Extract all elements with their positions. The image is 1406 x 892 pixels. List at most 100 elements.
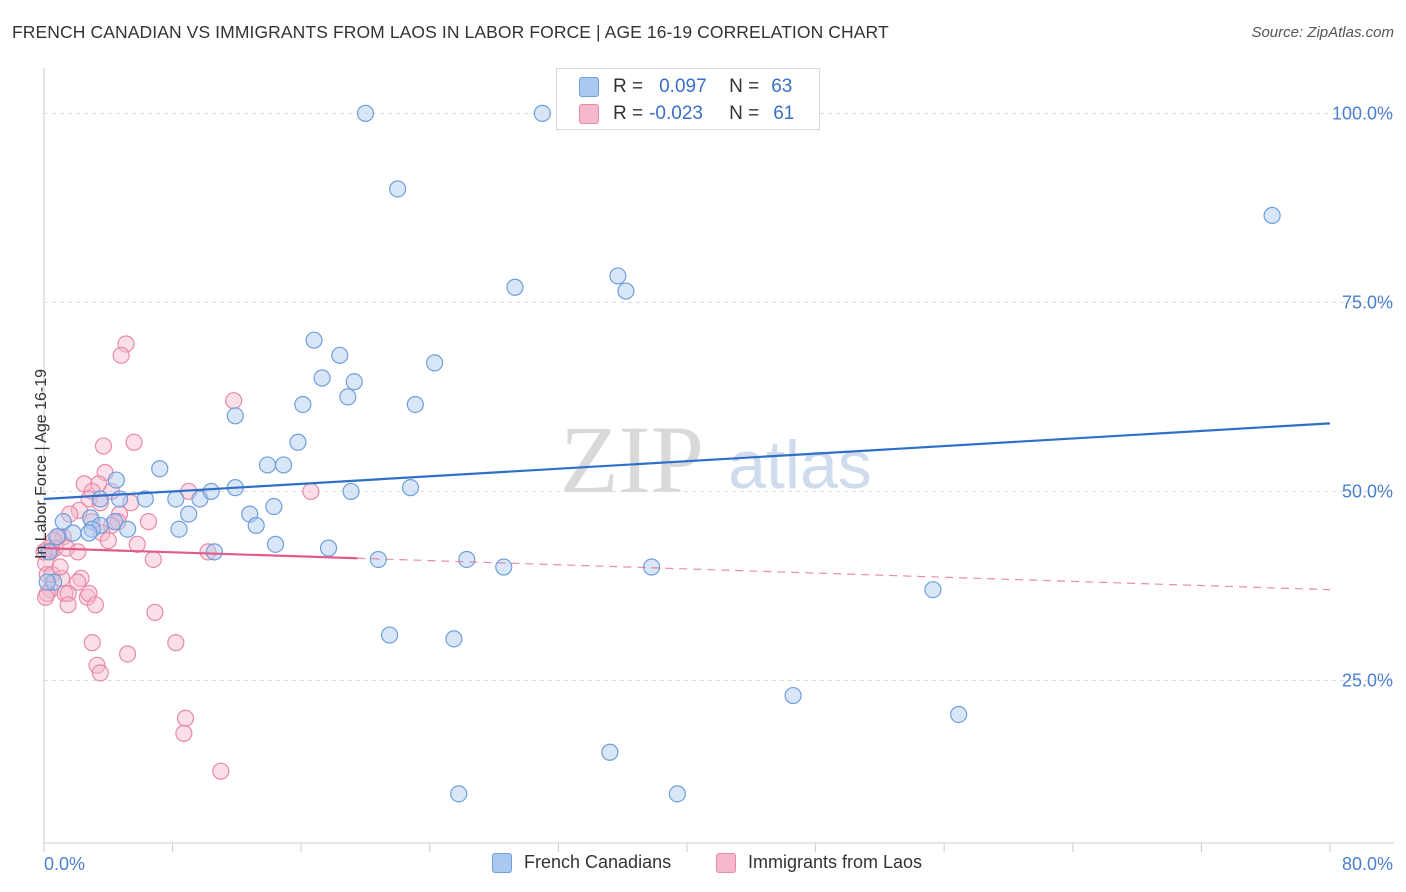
y-tick-label: 100.0% [1332,103,1393,123]
axes [43,68,1394,852]
chart-title: FRENCH CANADIAN VS IMMIGRANTS FROM LAOS … [12,22,889,42]
legend-n-label: N = [729,76,760,97]
data-point [265,497,283,516]
series-legend-label: French Canadians [524,852,672,872]
legend-r-label: R = [613,103,644,124]
legend-n-value: 63 [771,76,793,97]
data-point [170,520,188,538]
data-point [51,558,69,576]
data-point [950,705,968,724]
data-point [445,630,463,648]
data-point [94,437,113,455]
data-point [91,490,109,508]
grid [44,112,1394,681]
data-point [401,479,420,497]
trend-line-solid [43,547,358,560]
series-legend-french-canadians[interactable]: French Canadians [492,852,671,873]
data-point [331,346,349,364]
data-point [450,785,468,803]
trend-lines [43,422,1331,591]
data-point [345,373,363,391]
data-point [406,395,424,414]
legend-n-value: 61 [773,103,795,124]
data-point [136,490,154,508]
data-point [381,626,399,644]
data-point [175,724,193,742]
data-point [668,785,686,803]
data-point [339,388,357,406]
data-point [356,104,375,122]
data-point [125,433,143,451]
data-point [118,645,137,663]
data-point [91,664,109,682]
data-point [69,573,87,591]
watermark-zip: ZIP [560,406,704,513]
data-point [609,267,627,285]
data-point [83,634,101,652]
series-legend: French Canadians Immigrants from Laos [0,852,1406,876]
data-point [226,407,244,425]
trend-line-solid [43,422,1331,501]
data-point [294,395,312,414]
data-point [48,528,66,546]
data-point [128,535,146,553]
source-label: Source: ZipAtlas.com [1251,24,1394,41]
data-point [139,513,158,531]
y-axis-label: In Labor Force | Age 16-19 [33,368,50,560]
data-point [86,596,105,614]
data-point [117,335,135,353]
data-point [54,513,72,531]
data-point [389,180,407,198]
legend-n-label: N = [729,103,760,124]
legend-row-laos: R = -0.023 N = 61 [579,102,794,126]
watermark: ZIP atlas [560,406,872,513]
legend-r-label: R = [613,76,644,97]
y-tick-label: 75.0% [1342,292,1393,312]
x-tick-label: 0.0% [44,854,85,874]
legend-swatch-blue [492,852,512,873]
legend-row-french-canadians: R = 0.097 N = 63 [579,75,792,99]
data-point [37,588,55,606]
data-point [45,573,63,591]
data-point [99,531,117,550]
data-point [176,709,195,727]
data-point [313,369,331,387]
legend-swatch-pink [579,104,599,124]
data-point [305,331,323,349]
data-point [924,581,942,599]
legend-r-value: 0.097 [659,76,707,97]
series-legend-label: Immigrants from Laos [748,852,923,872]
data-point [289,433,307,451]
legend-swatch-blue [579,77,599,97]
data-point [458,550,476,569]
data-point [319,539,338,557]
data-point [205,543,223,561]
data-point [167,490,185,508]
data-point [146,603,164,621]
data-point [167,634,185,652]
legend-r-value: -0.023 [649,103,703,124]
data-point [69,543,87,561]
data-point [112,346,130,364]
data-point [426,354,444,372]
data-point [80,524,98,542]
y-tick-label: 50.0% [1342,481,1393,501]
series-laos-points [35,335,320,780]
data-point [151,460,169,478]
data-point [38,573,56,591]
data-point [302,482,320,501]
tick-labels: 25.0% 50.0% 75.0% 100.0% 0.0% 80.0% [44,103,1393,874]
data-point [643,558,661,576]
data-point [266,535,285,553]
data-point [617,282,635,300]
data-point [1263,206,1281,225]
data-point [495,558,513,576]
series-legend-laos[interactable]: Immigrants from Laos [716,852,922,873]
correlation-legend: R = 0.097 N = 63 R = -0.023 N = 61 [556,68,820,130]
data-point [506,278,524,296]
data-point [274,456,293,474]
data-point [212,762,230,780]
data-point [784,686,802,705]
data-point [144,550,162,569]
